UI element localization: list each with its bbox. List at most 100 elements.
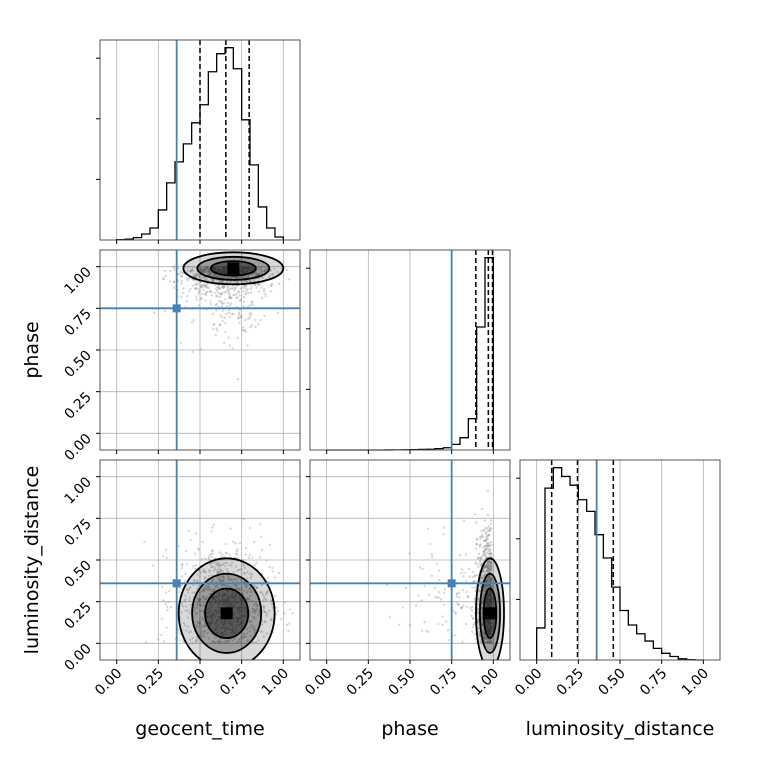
scatter-point bbox=[201, 284, 205, 287]
scatter-point bbox=[225, 599, 229, 602]
scatter-point bbox=[483, 519, 487, 522]
scatter-point bbox=[480, 615, 484, 619]
scatter-point bbox=[490, 543, 493, 546]
scatter-point bbox=[485, 565, 489, 568]
scatter-point bbox=[253, 617, 256, 620]
scatter-point bbox=[255, 273, 258, 276]
scatter-point bbox=[207, 556, 211, 559]
scatter-point bbox=[239, 276, 243, 279]
scatter-point bbox=[257, 639, 260, 642]
scatter-point bbox=[260, 591, 263, 594]
scatter-point bbox=[487, 630, 490, 633]
scatter-point bbox=[484, 636, 488, 640]
scatter-point bbox=[254, 584, 257, 588]
scatter-point bbox=[437, 596, 440, 599]
scatter-point bbox=[194, 274, 198, 278]
scatter-point bbox=[484, 544, 487, 547]
scatter-point bbox=[218, 578, 222, 582]
scatter-point bbox=[194, 612, 197, 615]
scatter-point bbox=[240, 270, 244, 274]
scatter-point bbox=[172, 265, 176, 269]
scatter-point bbox=[214, 609, 218, 612]
scatter-point bbox=[222, 269, 226, 272]
scatter-point bbox=[486, 597, 489, 600]
scatter-point bbox=[248, 267, 251, 271]
scatter-point bbox=[208, 569, 211, 572]
scatter-point bbox=[209, 552, 213, 556]
scatter-point bbox=[198, 604, 202, 607]
scatter-point bbox=[220, 620, 223, 624]
scatter-point bbox=[236, 547, 239, 551]
scatter-point bbox=[245, 597, 248, 600]
scatter-point bbox=[219, 584, 223, 588]
scatter-point bbox=[221, 309, 225, 312]
scatter-point bbox=[244, 284, 247, 288]
scatter-point bbox=[214, 334, 217, 337]
scatter-point bbox=[206, 615, 209, 619]
scatter-point bbox=[487, 544, 490, 547]
scatter-point bbox=[226, 605, 229, 608]
scatter-point bbox=[223, 284, 226, 288]
scatter-point bbox=[489, 629, 493, 632]
scatter-point bbox=[168, 280, 172, 283]
scatter-point bbox=[219, 580, 222, 583]
scatter-point bbox=[222, 575, 225, 579]
scatter-point bbox=[222, 578, 225, 581]
scatter-point bbox=[485, 585, 488, 589]
scatter-point bbox=[238, 541, 241, 545]
scatter-point bbox=[207, 611, 210, 615]
scatter-point bbox=[143, 540, 146, 544]
scatter-point bbox=[222, 341, 226, 344]
scatter-point bbox=[188, 598, 191, 602]
scatter-point bbox=[181, 575, 184, 578]
scatter-point bbox=[242, 265, 245, 269]
scatter-point bbox=[485, 602, 488, 605]
scatter-point bbox=[263, 269, 267, 272]
scatter-point bbox=[260, 583, 264, 587]
scatter-point bbox=[204, 576, 207, 579]
scatter-point bbox=[257, 283, 260, 286]
scatter-point bbox=[231, 593, 234, 596]
scatter-point bbox=[488, 629, 491, 632]
scatter-point bbox=[490, 604, 493, 608]
scatter-point bbox=[482, 554, 486, 557]
scatter-point bbox=[253, 630, 257, 634]
scatter-point bbox=[486, 584, 490, 588]
scatter-point bbox=[209, 300, 212, 303]
scatter-point bbox=[213, 283, 217, 287]
scatter-point bbox=[201, 590, 204, 593]
scatter-point bbox=[486, 563, 489, 566]
scatter-point bbox=[242, 300, 246, 304]
scatter-point bbox=[215, 562, 218, 566]
scatter-point bbox=[208, 593, 211, 596]
scatter-point bbox=[485, 601, 489, 604]
scatter-point bbox=[241, 609, 244, 612]
scatter-point bbox=[248, 620, 252, 623]
scatter-point bbox=[180, 271, 184, 275]
scatter-point bbox=[490, 627, 493, 631]
scatter-point bbox=[198, 621, 201, 625]
scatter-point bbox=[210, 606, 213, 609]
scatter-point bbox=[215, 625, 218, 628]
scatter-point bbox=[220, 280, 223, 284]
scatter-point bbox=[481, 554, 484, 557]
scatter-point bbox=[244, 606, 248, 609]
scatter-point bbox=[228, 344, 232, 347]
scatter-point bbox=[198, 610, 201, 613]
scatter-point bbox=[490, 561, 493, 565]
scatter-point bbox=[242, 304, 246, 308]
scatter-point bbox=[185, 629, 188, 632]
scatter-point bbox=[489, 527, 493, 530]
scatter-point bbox=[208, 574, 211, 578]
scatter-point bbox=[485, 624, 488, 628]
scatter-point bbox=[258, 272, 261, 275]
scatter-point bbox=[220, 316, 224, 319]
scatter-point bbox=[207, 272, 210, 275]
scatter-point bbox=[481, 570, 485, 573]
density-contour bbox=[482, 587, 498, 639]
scatter-point bbox=[239, 609, 242, 612]
scatter-point bbox=[221, 600, 225, 603]
scatter-point bbox=[218, 599, 222, 603]
scatter-point bbox=[488, 560, 491, 563]
scatter-point bbox=[233, 637, 236, 641]
